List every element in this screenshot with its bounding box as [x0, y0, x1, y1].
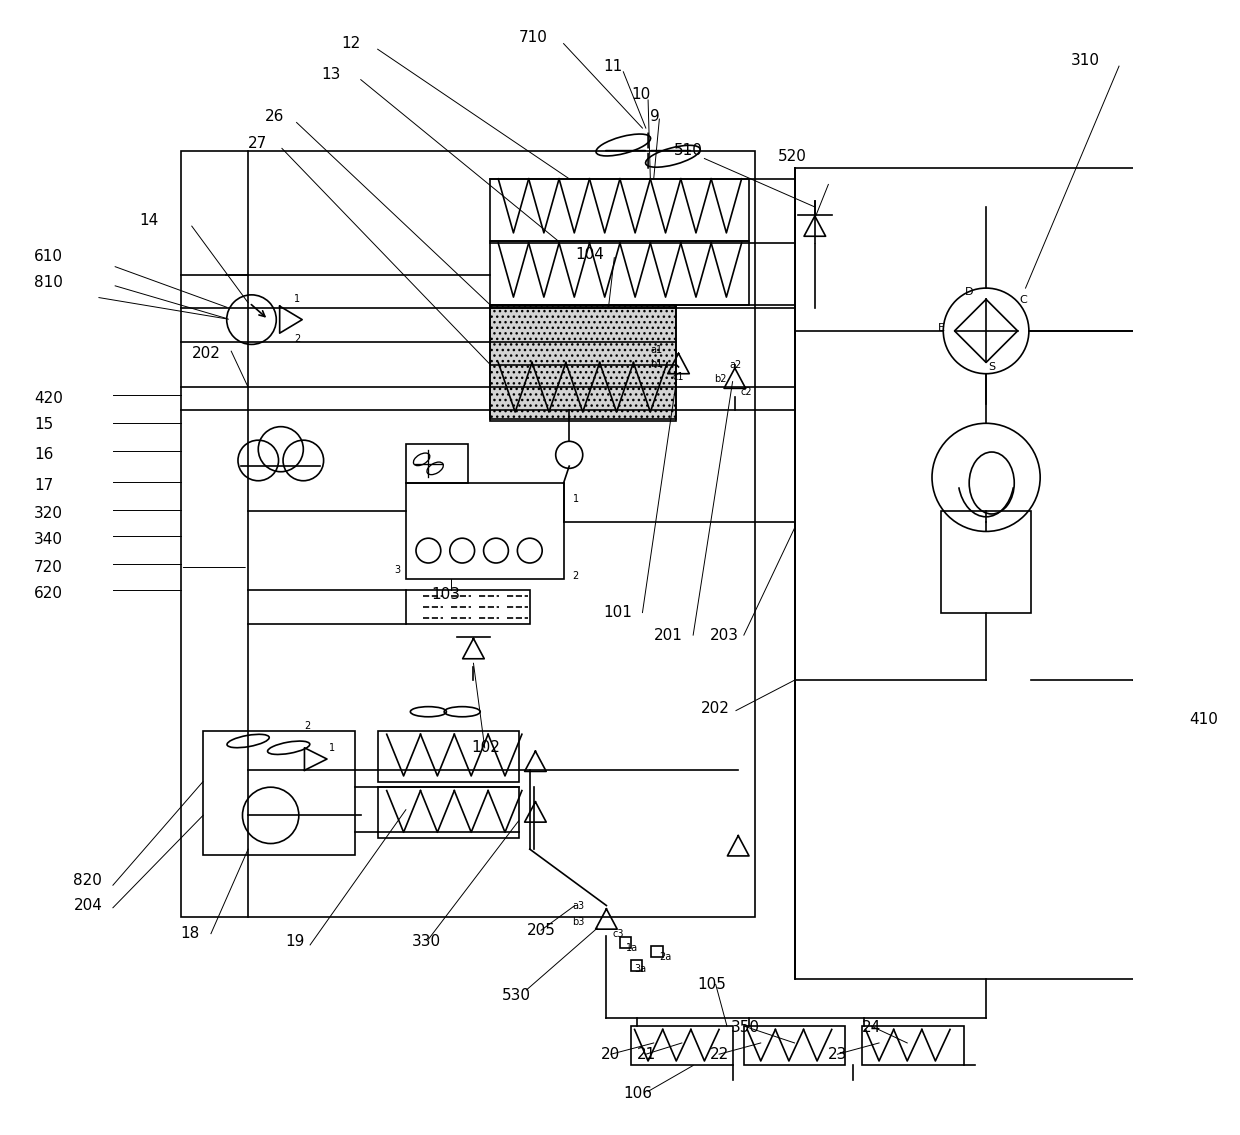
Bar: [378, 731, 518, 782]
Bar: [405, 444, 467, 484]
Text: 310: 310: [1070, 53, 1100, 68]
Bar: [203, 731, 355, 855]
Text: 420: 420: [33, 390, 63, 406]
Text: D: D: [965, 287, 973, 297]
Text: b3: b3: [573, 917, 585, 926]
Text: 2: 2: [305, 721, 311, 731]
Bar: [862, 1026, 963, 1066]
Text: 106: 106: [624, 1086, 652, 1101]
Bar: [405, 484, 564, 579]
Text: c3: c3: [613, 930, 624, 939]
Text: 510: 510: [675, 143, 703, 158]
Text: 620: 620: [33, 586, 63, 600]
Text: 22: 22: [711, 1046, 729, 1061]
Text: 16: 16: [33, 447, 53, 462]
Bar: [490, 241, 749, 305]
Text: 202: 202: [192, 346, 221, 361]
Text: 105: 105: [698, 977, 727, 992]
Text: 820: 820: [73, 873, 103, 889]
Text: 104: 104: [575, 246, 604, 262]
Text: 21: 21: [637, 1046, 656, 1061]
Text: 350: 350: [730, 1019, 759, 1035]
Text: 26: 26: [265, 109, 284, 125]
Bar: [941, 511, 1032, 613]
Text: 2a: 2a: [660, 951, 672, 961]
Text: 14: 14: [139, 213, 157, 228]
Text: 17: 17: [33, 478, 53, 493]
Text: 20: 20: [600, 1046, 620, 1061]
Text: 1: 1: [573, 494, 579, 504]
Bar: [405, 590, 529, 624]
Bar: [744, 1026, 846, 1066]
Text: C: C: [1019, 295, 1027, 304]
Text: c2: c2: [740, 387, 753, 397]
Text: b1: b1: [650, 359, 662, 369]
Text: 320: 320: [33, 506, 63, 521]
Text: 23: 23: [828, 1046, 848, 1061]
Text: 18: 18: [181, 926, 200, 941]
Text: 202: 202: [701, 700, 730, 716]
Text: 2: 2: [294, 334, 300, 344]
Text: b2: b2: [714, 373, 727, 384]
Bar: [795, 168, 1240, 978]
Bar: [181, 151, 755, 917]
Text: 710: 710: [518, 31, 547, 45]
Text: 3: 3: [394, 565, 401, 575]
Text: 410: 410: [1189, 712, 1218, 728]
Text: 205: 205: [527, 923, 556, 938]
Text: 9: 9: [650, 109, 660, 125]
Text: 1: 1: [330, 743, 335, 754]
Text: 102: 102: [471, 740, 500, 755]
Text: 201: 201: [653, 628, 682, 642]
Bar: [490, 306, 676, 419]
Text: E: E: [937, 322, 945, 333]
Bar: [651, 947, 662, 957]
Text: c1: c1: [673, 372, 684, 382]
Text: 103: 103: [432, 587, 461, 602]
Text: 11: 11: [603, 59, 622, 74]
Text: 204: 204: [73, 898, 103, 913]
Text: 19: 19: [285, 934, 305, 949]
Bar: [631, 959, 642, 970]
Bar: [620, 938, 631, 949]
Bar: [490, 305, 676, 421]
Bar: [631, 1026, 733, 1066]
Bar: [490, 179, 749, 241]
Text: 12: 12: [342, 36, 361, 51]
Text: a2: a2: [729, 360, 742, 370]
Text: 1a: 1a: [625, 942, 637, 952]
Bar: [378, 788, 518, 838]
Text: 1: 1: [294, 294, 300, 303]
Text: 330: 330: [412, 934, 440, 949]
Text: 101: 101: [603, 605, 632, 620]
Text: 2: 2: [573, 571, 579, 581]
Text: a1: a1: [650, 345, 662, 355]
Text: 340: 340: [33, 532, 63, 547]
Text: 610: 610: [33, 249, 63, 264]
Text: 3a: 3a: [635, 964, 647, 974]
Text: 27: 27: [248, 136, 268, 151]
Text: 520: 520: [777, 149, 806, 163]
Text: 15: 15: [33, 417, 53, 432]
Text: 810: 810: [33, 275, 63, 289]
Text: 24: 24: [862, 1019, 882, 1035]
Text: 203: 203: [711, 628, 739, 642]
Text: a3: a3: [573, 901, 585, 911]
Text: S: S: [988, 362, 996, 372]
Text: 13: 13: [321, 67, 341, 82]
Text: 10: 10: [631, 86, 651, 102]
Text: 530: 530: [502, 989, 531, 1003]
Text: 720: 720: [33, 560, 63, 575]
